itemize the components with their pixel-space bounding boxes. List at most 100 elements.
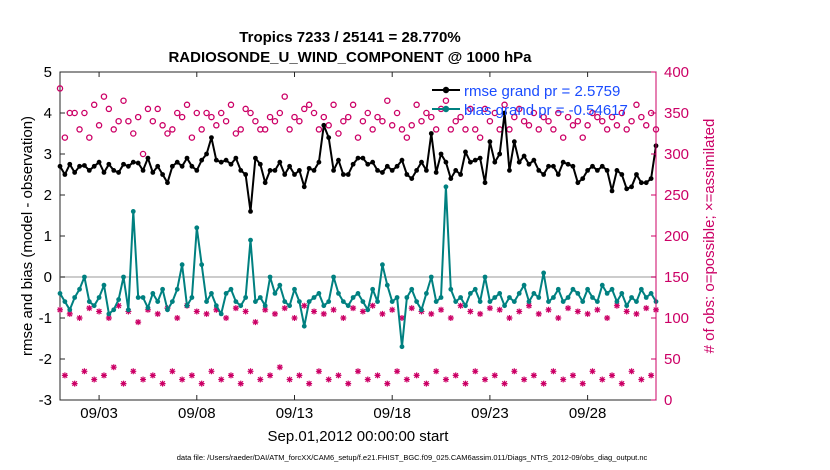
possible-obs-point <box>613 122 621 129</box>
bias-point <box>629 295 634 300</box>
rmse-point <box>116 170 122 175</box>
rmse-point <box>492 159 498 165</box>
legend-rmse-marker <box>442 86 450 94</box>
possible-obs-point <box>330 101 337 109</box>
bias-point <box>423 291 429 296</box>
possible-obs-point <box>511 113 518 121</box>
plot-area <box>59 71 657 401</box>
y-right-tick-label: 200 <box>664 228 689 245</box>
assimilated-obs-point <box>154 310 161 317</box>
possible-obs-point <box>481 105 489 113</box>
bias-point <box>453 299 459 304</box>
assimilated-obs-point <box>584 310 591 317</box>
assimilated-obs-point <box>140 376 147 383</box>
rmse-point <box>555 172 561 177</box>
assimilated-obs-point <box>203 310 210 317</box>
x-axis-label: Sep.01,2012 00:00:00 start <box>268 428 450 445</box>
bias-point <box>463 303 468 309</box>
rmse-point <box>296 168 302 173</box>
possible-obs-point <box>545 117 552 125</box>
assimilated-obs-point <box>66 310 73 317</box>
assimilated-obs-point <box>467 308 474 315</box>
assimilated-obs-point <box>198 380 205 387</box>
assimilated-obs-point <box>618 380 625 387</box>
possible-obs-point <box>291 113 298 121</box>
possible-obs-point <box>423 109 430 117</box>
assimilated-obs-point <box>530 372 537 379</box>
bias-point <box>624 303 630 309</box>
possible-obs-point <box>335 130 342 137</box>
rmse-point <box>643 180 649 186</box>
rmse-point <box>575 180 581 186</box>
rmse-point <box>365 161 371 167</box>
possible-obs-point <box>125 117 132 125</box>
possible-obs-point <box>574 117 582 125</box>
assimilated-obs-point <box>71 380 78 387</box>
rmse-point <box>438 151 444 157</box>
rmse-point <box>150 170 156 175</box>
rmse-point <box>174 159 180 165</box>
assimilated-obs-point <box>477 310 484 317</box>
rmse-point <box>526 161 532 167</box>
assimilated-obs-point <box>267 372 274 379</box>
rmse-point <box>453 168 459 173</box>
assimilated-obs-point <box>535 310 542 317</box>
bias-point <box>253 299 258 304</box>
rmse-point <box>565 161 571 167</box>
assimilated-obs-point <box>506 315 513 321</box>
bias-point <box>287 303 293 309</box>
bias-point <box>218 311 224 317</box>
possible-obs-point <box>525 122 533 129</box>
rmse-point <box>482 180 488 186</box>
rmse-point <box>546 163 551 169</box>
rmse-point <box>380 170 385 175</box>
bias-point <box>477 299 483 304</box>
assimilated-obs-point <box>81 368 88 375</box>
assimilated-obs-point <box>120 380 127 387</box>
bias-point <box>169 299 175 304</box>
assimilated-obs-point <box>521 376 528 383</box>
x-tick-label: 09/23 <box>471 405 509 422</box>
bias-point <box>585 286 591 292</box>
rmse-point <box>209 135 214 141</box>
bias-point <box>497 291 503 296</box>
rmse-point <box>560 159 566 165</box>
rmse-point <box>292 172 297 177</box>
possible-obs-point <box>213 122 220 129</box>
possible-obs-point <box>388 122 396 129</box>
rmse-point <box>165 180 170 186</box>
bias-point <box>507 295 512 300</box>
bias-point <box>199 262 205 268</box>
rmse-point <box>111 168 117 173</box>
assimilated-obs-point <box>262 306 269 313</box>
bias-point <box>57 291 63 296</box>
assimilated-obs-point <box>100 372 107 379</box>
rmse-point <box>228 161 234 167</box>
assimilated-obs-point <box>560 376 567 383</box>
y-left-tick-label: 3 <box>44 146 52 163</box>
possible-obs-point <box>232 130 240 137</box>
y-axis-left-label: rmse and bias (model - observation) <box>19 116 36 356</box>
y-left-tick-label: 5 <box>44 64 52 81</box>
bias-point <box>106 311 112 317</box>
bias-point <box>634 299 639 304</box>
bias-point <box>125 307 131 313</box>
possible-obs-point <box>261 126 269 133</box>
possible-obs-point <box>359 117 367 125</box>
possible-obs-point <box>61 134 69 141</box>
possible-obs-point <box>305 101 313 109</box>
bias-point <box>399 344 405 350</box>
assimilated-obs-point <box>271 310 278 317</box>
bias-point <box>326 299 332 304</box>
bias-point <box>394 295 400 300</box>
bias-point <box>580 299 586 304</box>
rmse-point <box>594 168 600 173</box>
bias-point <box>155 299 161 304</box>
rmse-point <box>130 159 136 165</box>
y-left-tick-label: -1 <box>39 310 52 327</box>
rmse-point <box>145 155 151 161</box>
legend-bias-marker <box>442 105 450 113</box>
assimilated-obs-point <box>550 368 557 375</box>
assimilated-obs-point <box>447 315 454 321</box>
assimilated-obs-point <box>96 308 103 315</box>
